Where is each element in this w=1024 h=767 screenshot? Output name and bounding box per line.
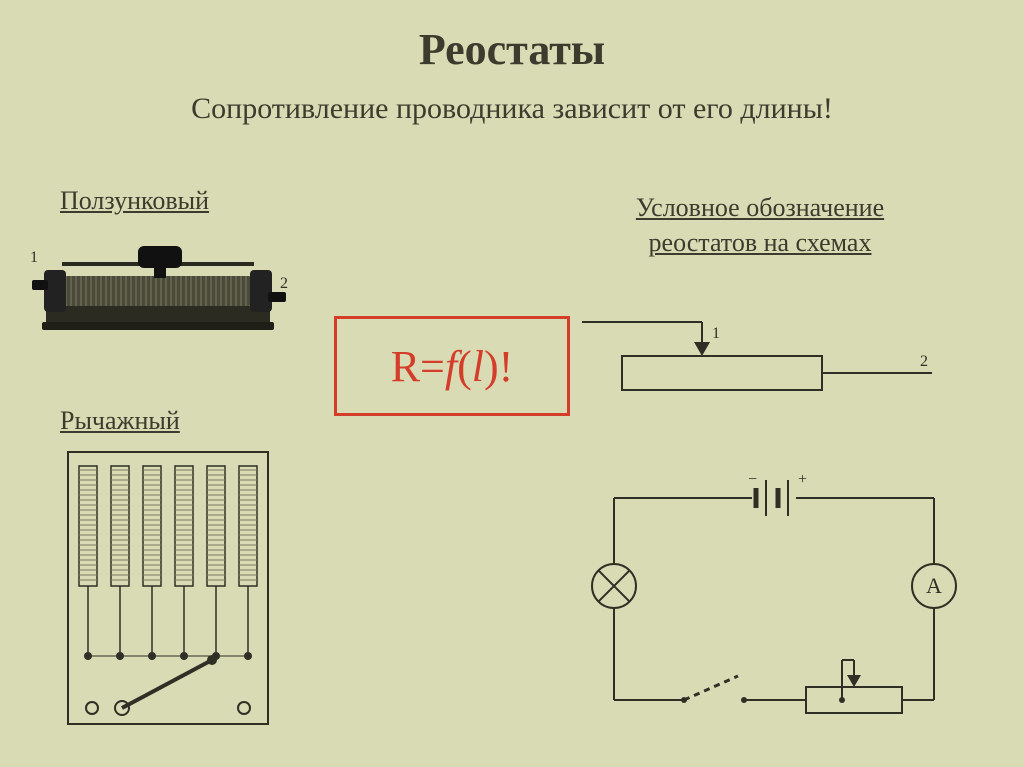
svg-text:A: A (926, 573, 942, 598)
svg-text:1: 1 (30, 249, 38, 266)
svg-text:−: − (748, 471, 757, 488)
svg-text:+: + (798, 471, 807, 488)
formula-box: R=f(l)! (334, 316, 570, 416)
schematic-heading-line1: Условное обозначение (636, 193, 884, 222)
circuit-diagram: − + A (574, 468, 974, 744)
svg-text:2: 2 (280, 275, 288, 292)
page-title: Реостаты (0, 24, 1024, 75)
svg-text:1: 1 (712, 325, 720, 342)
svg-text:2: 2 (920, 353, 928, 370)
schematic-heading: Условное обозначение реостатов на схемах (540, 190, 980, 260)
rheostat-symbol-diagram: 12 (582, 300, 942, 410)
slider-rheostat-illustration: 12 (28, 218, 298, 348)
schematic-heading-line2: реостатов на схемах (649, 228, 872, 257)
slider-rheostat-label: Ползунковый (60, 186, 209, 216)
lever-rheostat-label: Рычажный (60, 406, 180, 436)
lever-rheostat-illustration (62, 446, 292, 736)
page-subtitle: Сопротивление проводника зависит от его … (0, 92, 1024, 126)
